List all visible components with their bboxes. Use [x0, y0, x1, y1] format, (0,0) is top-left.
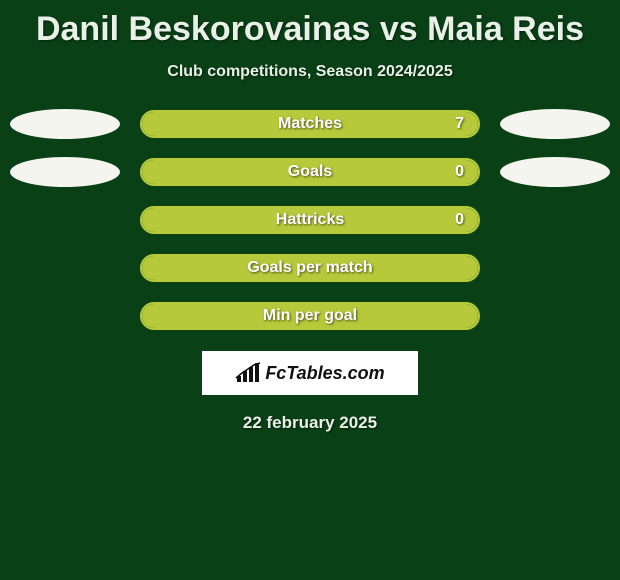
logo-box: FcTables.com	[202, 351, 418, 395]
stat-label: Goals per match	[247, 259, 372, 277]
left-ellipse	[10, 109, 120, 139]
stat-value: 0	[455, 163, 464, 181]
right-ellipse	[500, 157, 610, 187]
stat-row: Goals per match	[0, 253, 620, 283]
stat-value: 0	[455, 211, 464, 229]
page-title: Danil Beskorovainas vs Maia Reis	[0, 0, 620, 49]
stat-label: Goals	[288, 163, 332, 181]
stats-rows: Matches 7 Goals 0 Hattricks 0 Goals per match M…	[0, 109, 620, 331]
logo-text: FcTables.com	[265, 363, 384, 384]
right-ellipse	[500, 109, 610, 139]
barchart-icon	[235, 362, 261, 384]
stat-bar: Min per goal	[140, 302, 480, 330]
left-ellipse	[10, 157, 120, 187]
stat-bar: Matches 7	[140, 110, 480, 138]
stat-row: Hattricks 0	[0, 205, 620, 235]
stat-label: Matches	[278, 115, 342, 133]
subtitle: Club competitions, Season 2024/2025	[0, 63, 620, 81]
stat-bar: Goals 0	[140, 158, 480, 186]
stat-label: Min per goal	[263, 307, 357, 325]
stat-label: Hattricks	[276, 211, 344, 229]
date-label: 22 february 2025	[0, 413, 620, 433]
stat-row: Goals 0	[0, 157, 620, 187]
stat-value: 7	[455, 115, 464, 133]
stat-row: Matches 7	[0, 109, 620, 139]
stat-row: Min per goal	[0, 301, 620, 331]
stat-bar: Hattricks 0	[140, 206, 480, 234]
stat-bar: Goals per match	[140, 254, 480, 282]
